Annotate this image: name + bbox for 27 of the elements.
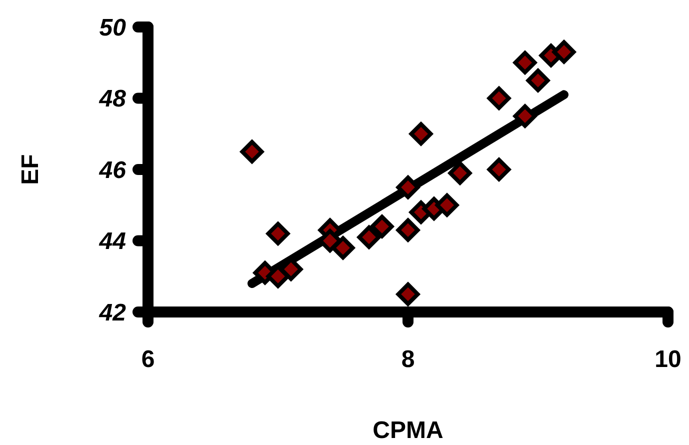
y-axis-title: EF bbox=[17, 154, 44, 185]
point bbox=[435, 193, 459, 217]
point bbox=[396, 282, 420, 306]
x-tick-label: 6 bbox=[141, 346, 155, 373]
x-axis-title: CPMA bbox=[372, 417, 444, 444]
point bbox=[396, 218, 420, 242]
point bbox=[526, 68, 550, 92]
x-tick-label: 8 bbox=[401, 346, 415, 373]
point bbox=[448, 161, 472, 185]
point bbox=[357, 225, 381, 249]
y-tick-label: 42 bbox=[98, 299, 127, 326]
point bbox=[240, 140, 264, 164]
x-tick-label: 10 bbox=[654, 346, 682, 373]
point bbox=[487, 158, 511, 182]
point bbox=[552, 40, 576, 64]
point bbox=[513, 50, 537, 74]
point bbox=[266, 222, 290, 246]
point bbox=[396, 176, 420, 200]
point bbox=[409, 122, 433, 146]
point bbox=[370, 214, 394, 238]
point bbox=[513, 104, 537, 128]
y-tick-label: 44 bbox=[98, 228, 126, 256]
point bbox=[331, 236, 355, 260]
y-tick-label: 46 bbox=[98, 156, 127, 184]
y-tick-label: 48 bbox=[98, 86, 127, 113]
point bbox=[487, 86, 511, 110]
y-tick-label: 50 bbox=[99, 14, 127, 42]
